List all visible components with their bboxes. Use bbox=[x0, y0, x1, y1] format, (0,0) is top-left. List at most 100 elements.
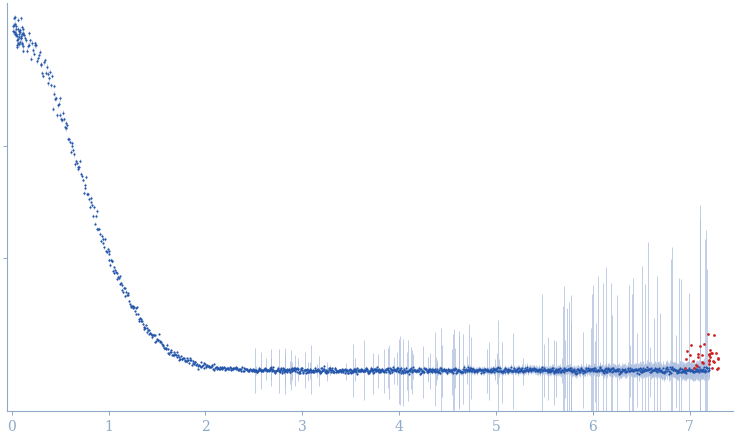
Point bbox=[690, 362, 702, 369]
Point bbox=[512, 367, 523, 374]
Point bbox=[290, 365, 302, 372]
Point bbox=[704, 353, 715, 360]
Point bbox=[571, 366, 583, 373]
Point bbox=[690, 366, 701, 373]
Point bbox=[710, 349, 722, 356]
Point bbox=[692, 368, 704, 375]
Point bbox=[698, 360, 710, 367]
Point bbox=[181, 358, 193, 365]
Point bbox=[475, 367, 486, 374]
Point bbox=[57, 109, 69, 116]
Point bbox=[325, 365, 336, 372]
Point bbox=[636, 366, 648, 373]
Point bbox=[584, 366, 596, 373]
Point bbox=[105, 256, 117, 263]
Point bbox=[571, 369, 583, 376]
Point bbox=[408, 367, 420, 374]
Point bbox=[431, 368, 443, 375]
Point bbox=[687, 358, 698, 365]
Point bbox=[693, 368, 704, 375]
Point bbox=[593, 367, 605, 374]
Point bbox=[639, 366, 651, 373]
Point bbox=[648, 366, 659, 373]
Point bbox=[551, 368, 563, 375]
Point bbox=[677, 366, 689, 373]
Point bbox=[340, 368, 352, 375]
Point bbox=[77, 177, 89, 184]
Point bbox=[17, 42, 29, 49]
Point bbox=[503, 366, 515, 373]
Point bbox=[394, 369, 406, 376]
Point bbox=[527, 366, 539, 373]
Point bbox=[463, 365, 475, 372]
Point bbox=[642, 367, 654, 374]
Point bbox=[450, 369, 462, 376]
Point bbox=[237, 368, 249, 375]
Point bbox=[354, 368, 366, 375]
Point bbox=[631, 367, 643, 374]
Point bbox=[609, 366, 620, 373]
Point bbox=[76, 172, 88, 179]
Point bbox=[388, 367, 400, 374]
Point bbox=[22, 42, 34, 49]
Point bbox=[392, 368, 404, 375]
Point bbox=[537, 367, 548, 374]
Point bbox=[10, 31, 22, 38]
Point bbox=[409, 367, 421, 374]
Point bbox=[567, 367, 578, 374]
Point bbox=[99, 236, 111, 243]
Point bbox=[42, 70, 54, 77]
Point bbox=[114, 273, 126, 280]
Point bbox=[283, 366, 295, 373]
Point bbox=[375, 368, 387, 375]
Point bbox=[7, 23, 19, 30]
Point bbox=[138, 326, 150, 333]
Point bbox=[156, 340, 168, 347]
Point bbox=[417, 368, 429, 375]
Point bbox=[33, 52, 45, 59]
Point bbox=[96, 232, 107, 239]
Point bbox=[210, 363, 222, 370]
Point bbox=[111, 275, 123, 282]
Point bbox=[124, 301, 135, 308]
Point bbox=[275, 364, 286, 371]
Point bbox=[604, 367, 616, 374]
Point bbox=[384, 365, 396, 372]
Point bbox=[376, 366, 388, 373]
Point bbox=[557, 367, 569, 374]
Point bbox=[244, 367, 255, 374]
Point bbox=[588, 367, 600, 374]
Point bbox=[617, 366, 629, 373]
Point bbox=[653, 367, 665, 374]
Point bbox=[499, 365, 511, 372]
Point bbox=[447, 366, 459, 373]
Point bbox=[347, 367, 358, 374]
Point bbox=[676, 366, 687, 373]
Point bbox=[464, 364, 476, 371]
Point bbox=[138, 323, 149, 330]
Point bbox=[591, 368, 603, 375]
Point bbox=[598, 369, 609, 376]
Point bbox=[263, 367, 275, 374]
Point bbox=[183, 357, 194, 364]
Point bbox=[553, 364, 565, 371]
Point bbox=[91, 208, 102, 215]
Point bbox=[428, 367, 439, 374]
Point bbox=[492, 368, 504, 375]
Point bbox=[626, 367, 638, 374]
Point bbox=[257, 366, 269, 373]
Point bbox=[524, 364, 536, 371]
Point bbox=[629, 367, 640, 374]
Point bbox=[592, 366, 604, 373]
Point bbox=[584, 368, 595, 375]
Point bbox=[506, 368, 517, 375]
Point bbox=[284, 368, 296, 375]
Point bbox=[586, 365, 598, 372]
Point bbox=[115, 279, 127, 286]
Point bbox=[393, 367, 405, 374]
Point bbox=[681, 366, 693, 373]
Point bbox=[212, 364, 224, 371]
Point bbox=[610, 368, 622, 375]
Point bbox=[452, 367, 464, 374]
Point bbox=[401, 369, 413, 376]
